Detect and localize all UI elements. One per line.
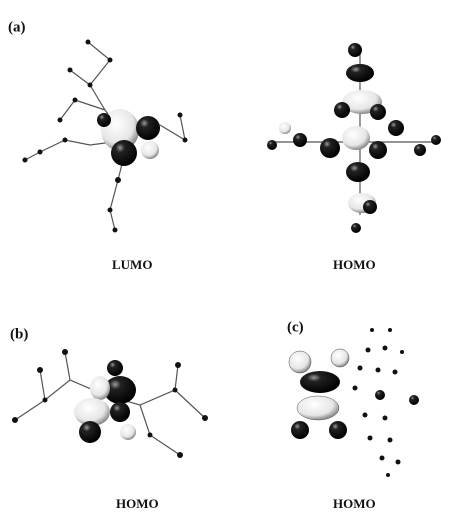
lobe xyxy=(120,424,136,440)
atom xyxy=(148,433,153,438)
atom xyxy=(108,208,113,213)
atom xyxy=(400,350,404,354)
atom xyxy=(366,348,371,353)
panel-label: (a) xyxy=(8,19,26,35)
atom xyxy=(370,328,374,332)
atom xyxy=(68,68,73,73)
lobe xyxy=(375,390,385,400)
caption: HOMO xyxy=(116,496,159,511)
atom xyxy=(376,368,381,373)
atom xyxy=(23,158,28,163)
lobe xyxy=(329,421,347,439)
lobe xyxy=(320,138,340,158)
panel-label: (c) xyxy=(287,319,304,335)
lobe xyxy=(370,104,386,120)
lobe xyxy=(369,141,387,159)
atom xyxy=(388,438,393,443)
atom xyxy=(62,349,68,355)
atom xyxy=(358,366,363,371)
atom xyxy=(393,370,398,375)
homo-b-molecule xyxy=(12,349,208,458)
lumo-molecule xyxy=(23,40,188,233)
atom xyxy=(12,417,18,423)
caption: HOMO xyxy=(333,496,376,511)
lobe xyxy=(346,64,374,82)
lobe xyxy=(136,116,160,140)
lobe xyxy=(409,395,419,405)
atom xyxy=(380,456,385,461)
atom xyxy=(43,398,48,403)
atom xyxy=(58,118,63,123)
lobe xyxy=(414,144,426,156)
panel-label: (b) xyxy=(10,326,28,342)
caption: HOMO xyxy=(333,257,376,272)
lobe xyxy=(348,43,362,57)
atom xyxy=(178,113,183,118)
atom xyxy=(396,460,401,465)
lobe xyxy=(97,113,111,127)
atom xyxy=(38,150,43,155)
lobe xyxy=(267,140,277,150)
atom xyxy=(175,362,181,368)
figure: (a) LUMO HOMO xyxy=(0,0,454,514)
atom xyxy=(73,98,78,103)
lobe xyxy=(289,351,311,373)
lobe xyxy=(79,421,101,443)
homo-c-molecule xyxy=(289,328,419,477)
atom xyxy=(388,328,392,332)
lobe xyxy=(293,133,307,147)
lobe xyxy=(279,122,291,134)
atom xyxy=(115,177,121,183)
lobe xyxy=(297,396,339,420)
atom xyxy=(368,436,373,441)
atom xyxy=(202,415,208,421)
atom xyxy=(383,416,388,421)
atom xyxy=(183,138,188,143)
lobe xyxy=(141,141,159,159)
lobe xyxy=(111,140,137,166)
atom xyxy=(177,452,183,458)
lobe xyxy=(291,421,309,439)
lobe xyxy=(90,376,110,400)
atom xyxy=(363,413,368,418)
lobe xyxy=(363,200,377,214)
page: {"panels": [ {"label": "(a)", "captions"… xyxy=(0,0,454,514)
atom xyxy=(37,367,43,373)
lobe xyxy=(351,223,361,233)
atom xyxy=(173,388,178,393)
atom xyxy=(353,386,358,391)
atom xyxy=(86,40,91,45)
lobe xyxy=(107,360,123,376)
lobe xyxy=(431,135,441,145)
atom xyxy=(88,83,93,88)
lobe xyxy=(342,126,370,150)
lobe xyxy=(388,120,404,136)
atom xyxy=(113,228,118,233)
lobe xyxy=(110,402,130,422)
homo-a-molecule xyxy=(267,43,441,233)
atom xyxy=(386,473,390,477)
lobe xyxy=(334,102,350,118)
lobe xyxy=(346,162,370,182)
lobe xyxy=(300,371,340,393)
atom xyxy=(108,58,113,63)
atom xyxy=(383,346,388,351)
atom xyxy=(63,138,68,143)
caption: LUMO xyxy=(112,257,152,272)
lobe xyxy=(331,349,349,367)
